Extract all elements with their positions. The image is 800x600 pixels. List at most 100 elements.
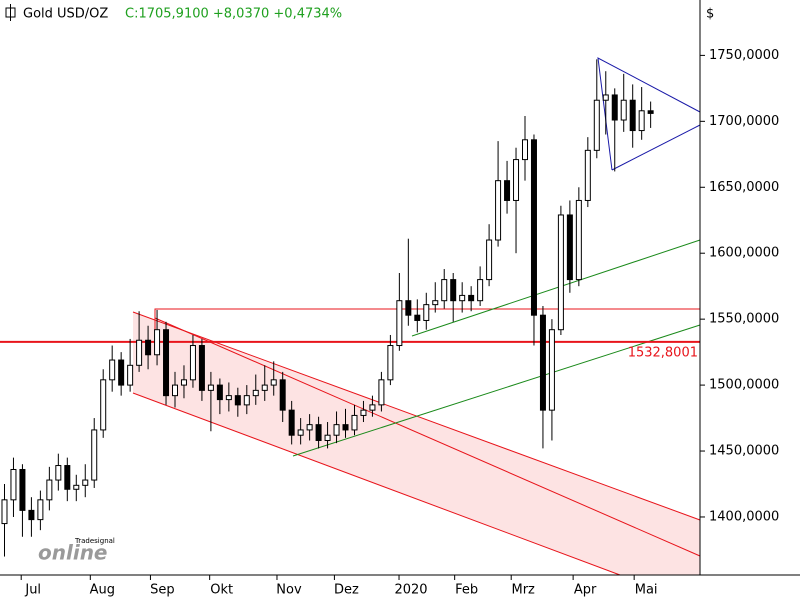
candle-body bbox=[252, 389, 259, 397]
candle-body bbox=[387, 345, 394, 381]
candle-body bbox=[602, 94, 609, 101]
candle-body bbox=[73, 484, 80, 490]
candle-body bbox=[351, 414, 358, 431]
candle-body bbox=[539, 314, 546, 411]
candle-body bbox=[189, 345, 196, 381]
candle-body bbox=[315, 424, 322, 441]
candle-body bbox=[423, 304, 430, 321]
candle-body bbox=[28, 509, 35, 521]
candle-body bbox=[629, 99, 636, 132]
x-tick-label: Aug bbox=[90, 583, 115, 598]
candle-body bbox=[145, 339, 152, 356]
x-tick-label: Okt bbox=[210, 583, 233, 598]
candle-body bbox=[216, 384, 223, 401]
axis-group: 1400,0000 1450,0000 1500,0000 1550,0000 1600… bbox=[20, 48, 779, 598]
candle-body bbox=[127, 364, 134, 386]
candle-body bbox=[270, 379, 277, 386]
candle-body bbox=[486, 239, 493, 281]
y-tick-label: 1400,0000 bbox=[709, 509, 779, 524]
y-tick-label: 1450,0000 bbox=[709, 444, 779, 459]
chart-subtitle: C:1705,9100 +8,0370 +0,4734% bbox=[125, 7, 342, 22]
chart-title: Gold USD/OZ bbox=[23, 7, 108, 22]
candle-body bbox=[584, 149, 591, 201]
candle-body bbox=[243, 395, 250, 406]
candle-body bbox=[234, 395, 241, 406]
candle-body bbox=[369, 404, 376, 411]
candle-body bbox=[575, 199, 582, 281]
x-tick-label: Jul bbox=[24, 583, 41, 598]
candle-body bbox=[324, 434, 331, 441]
candle-body bbox=[91, 429, 98, 481]
candle-body bbox=[163, 329, 170, 397]
candle-body bbox=[513, 159, 520, 201]
candle-body bbox=[225, 395, 232, 401]
candle-body bbox=[288, 409, 295, 436]
candle-body bbox=[180, 379, 187, 386]
candle-body bbox=[198, 345, 205, 391]
candle-body bbox=[297, 429, 304, 436]
candle-body bbox=[360, 409, 367, 416]
watermark-brand: Tradesignal bbox=[74, 537, 115, 545]
candle-body bbox=[522, 139, 528, 161]
candles bbox=[1, 59, 654, 557]
reference-group: 1532,8001 bbox=[0, 340, 700, 360]
candle-body bbox=[611, 94, 618, 121]
y-tick-label: 1650,0000 bbox=[709, 180, 779, 195]
candle-body bbox=[620, 99, 627, 121]
candle-body bbox=[172, 384, 178, 397]
y-tick-label: 1550,0000 bbox=[709, 312, 779, 327]
candle-body bbox=[306, 424, 313, 431]
candle-body bbox=[37, 499, 44, 521]
x-tick-label: 2020 bbox=[394, 583, 427, 598]
trend-line bbox=[411, 239, 701, 337]
candle-body bbox=[64, 465, 71, 490]
x-tick-label: Mrz bbox=[512, 583, 536, 598]
x-tick-label: Dez bbox=[334, 583, 359, 598]
y-tick-label: 1750,0000 bbox=[709, 48, 779, 63]
candle-body bbox=[378, 379, 385, 406]
candle-body bbox=[10, 468, 17, 501]
candle-body bbox=[207, 384, 214, 391]
candle-body bbox=[342, 424, 349, 431]
x-tick-label: Feb bbox=[455, 583, 478, 598]
candle-body bbox=[593, 99, 600, 151]
candle-body bbox=[19, 468, 26, 511]
x-tick-label: Nov bbox=[276, 583, 302, 598]
triangle bbox=[597, 57, 701, 171]
candle-body bbox=[441, 279, 448, 302]
candle-body bbox=[109, 359, 116, 381]
candle-body bbox=[405, 300, 412, 316]
candle-body bbox=[647, 110, 654, 114]
candle-body bbox=[100, 379, 107, 431]
channel-fill bbox=[133, 312, 700, 575]
y-tick-label: 1500,0000 bbox=[709, 378, 779, 393]
watermark-logo: online bbox=[38, 541, 108, 565]
trend-line bbox=[292, 324, 701, 457]
candle-body bbox=[504, 180, 511, 201]
x-tick-label: Sep bbox=[150, 583, 175, 598]
candle-body bbox=[477, 279, 484, 302]
x-tick-label: Apr bbox=[574, 583, 597, 598]
channel-mid bbox=[154, 317, 701, 557]
candle-body bbox=[46, 479, 53, 501]
triangle bbox=[611, 124, 701, 171]
candle-body bbox=[638, 110, 645, 132]
candle-body bbox=[468, 294, 475, 302]
candle-body bbox=[548, 329, 555, 411]
candle-body bbox=[333, 424, 340, 436]
drawing-tools bbox=[132, 57, 701, 576]
candle-body bbox=[432, 300, 439, 306]
candle-body bbox=[566, 214, 573, 281]
channel-lower bbox=[132, 392, 621, 576]
reference-label: 1532,8001 bbox=[628, 345, 698, 360]
candle-body bbox=[154, 329, 161, 356]
candle-body bbox=[450, 279, 457, 302]
y-tick-label: 1600,0000 bbox=[709, 246, 779, 261]
candle-body bbox=[261, 384, 268, 391]
candle-body bbox=[530, 139, 537, 316]
candle-body bbox=[459, 294, 466, 302]
x-tick-label: Mai bbox=[635, 583, 658, 598]
candle-body bbox=[55, 465, 62, 481]
